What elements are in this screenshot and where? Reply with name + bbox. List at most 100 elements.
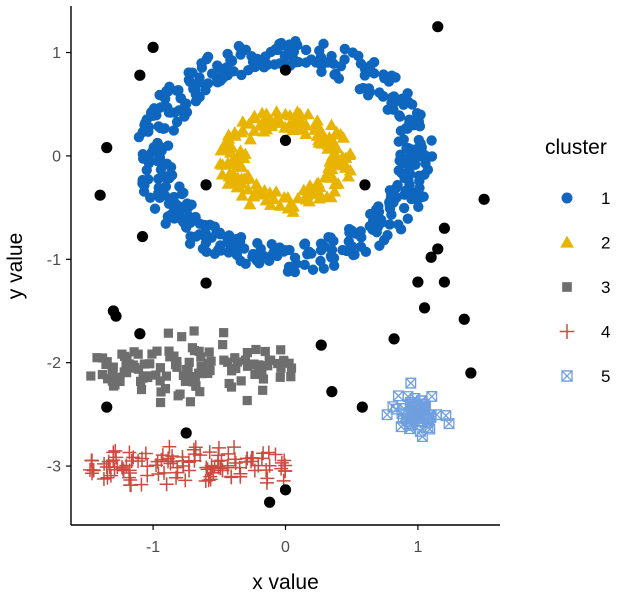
data-point — [301, 107, 315, 120]
data-point — [172, 356, 182, 367]
data-point — [159, 171, 170, 183]
data-point — [160, 218, 171, 229]
data-point — [375, 214, 387, 225]
data-point — [137, 153, 149, 164]
data-point — [157, 465, 172, 480]
data-point — [231, 244, 243, 255]
data-point — [355, 226, 366, 237]
data-point — [392, 179, 403, 191]
data-point — [175, 389, 185, 399]
data-point — [161, 371, 171, 381]
data-point — [290, 113, 304, 125]
data-point — [300, 44, 312, 56]
data-point — [395, 149, 406, 160]
data-point — [364, 86, 376, 98]
data-point — [326, 50, 337, 62]
data-point — [227, 440, 242, 455]
data-point — [402, 213, 414, 224]
data-point — [158, 123, 169, 135]
data-point — [422, 422, 434, 433]
data-point — [288, 46, 299, 57]
data-point — [212, 76, 223, 88]
data-point — [280, 244, 291, 256]
data-point — [243, 197, 257, 210]
data-point — [252, 238, 263, 249]
data-point — [257, 115, 271, 127]
data-point — [309, 116, 323, 129]
data-point — [224, 469, 239, 484]
data-point — [155, 397, 166, 408]
data-point — [224, 146, 238, 158]
series-noise — [94, 21, 490, 508]
data-point — [293, 56, 304, 68]
data-point — [384, 196, 395, 208]
data-point — [242, 348, 252, 358]
data-point — [247, 124, 261, 136]
legend-swatch-circle — [561, 192, 573, 204]
data-point — [395, 224, 407, 235]
data-point — [286, 205, 300, 217]
series-2 — [213, 105, 357, 217]
data-point — [341, 170, 355, 182]
data-point — [86, 371, 96, 381]
noise-point — [134, 69, 146, 81]
data-point — [395, 125, 407, 137]
data-point — [204, 219, 216, 230]
legend: cluster 1 2 3 4 5 — [545, 136, 610, 386]
noise-point — [432, 21, 444, 33]
noise-point — [438, 222, 450, 234]
data-point — [277, 453, 292, 468]
legend-item-5: 5 — [561, 367, 610, 386]
data-point — [149, 203, 161, 214]
data-point — [165, 161, 177, 173]
data-point — [133, 131, 145, 143]
data-point — [349, 249, 360, 260]
data-point — [226, 382, 237, 392]
noise-point — [180, 427, 192, 439]
data-point — [181, 98, 192, 109]
data-point — [426, 135, 437, 146]
data-point — [206, 465, 221, 480]
data-point — [156, 145, 167, 156]
data-point — [422, 164, 434, 175]
data-point — [282, 118, 296, 130]
data-point — [188, 440, 203, 455]
data-point — [276, 345, 286, 355]
data-point — [269, 185, 283, 197]
data-point — [412, 143, 424, 154]
data-point — [122, 353, 132, 363]
data-point — [204, 347, 214, 357]
data-point — [370, 204, 382, 215]
data-point — [161, 454, 175, 469]
data-point — [154, 89, 165, 101]
data-point — [82, 462, 97, 477]
data-point — [138, 186, 150, 197]
data-point — [411, 107, 423, 119]
data-point — [299, 193, 313, 205]
data-point — [163, 456, 178, 471]
data-point — [254, 364, 265, 374]
data-point — [270, 105, 284, 117]
data-point — [330, 141, 344, 154]
data-point — [146, 146, 158, 158]
series-3 — [86, 326, 297, 408]
data-point — [326, 171, 340, 183]
data-point — [374, 240, 385, 251]
data-point — [303, 246, 315, 257]
data-point — [178, 187, 189, 199]
data-point — [272, 44, 283, 56]
data-point — [163, 86, 174, 97]
data-point — [399, 189, 410, 200]
data-point — [163, 107, 175, 118]
data-point — [228, 126, 242, 138]
noise-point — [94, 189, 106, 201]
data-point — [151, 109, 162, 121]
data-point — [122, 445, 137, 460]
data-point — [359, 64, 371, 75]
data-point — [324, 118, 338, 131]
data-point — [156, 387, 166, 397]
data-point — [169, 351, 179, 361]
data-point — [170, 212, 181, 224]
data-point — [108, 362, 118, 372]
